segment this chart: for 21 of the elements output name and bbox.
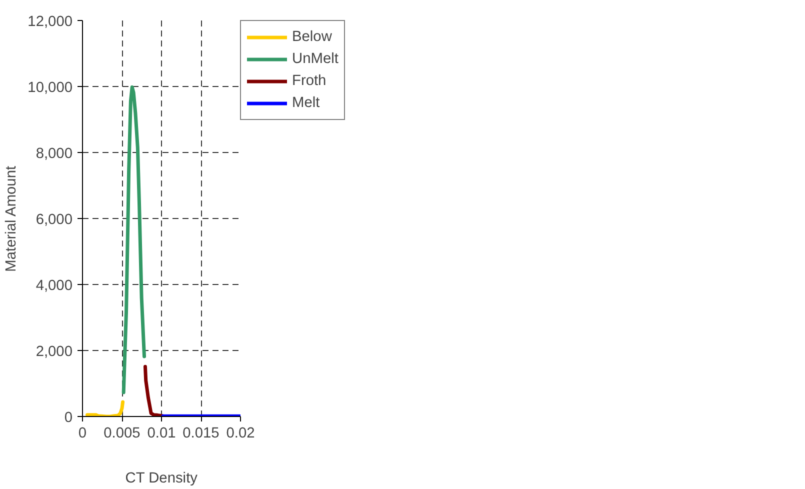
x-tick-label: 0.015 xyxy=(182,426,220,442)
x-tick-label: 0.02 xyxy=(226,426,255,442)
x-tick-label: 0 xyxy=(78,426,87,442)
y-tick-label: 4,000 xyxy=(36,278,73,294)
y-tick-label: 6,000 xyxy=(36,212,73,228)
y-tick-label: 12,000 xyxy=(28,14,72,30)
legend-label: Froth xyxy=(292,73,326,89)
line-series xyxy=(85,400,125,416)
legend-label: Melt xyxy=(292,95,320,111)
x-tick-label: 0.01 xyxy=(147,426,176,442)
y-tick-label: 2,000 xyxy=(36,344,73,360)
line-series xyxy=(143,364,164,416)
y-tick-label: 0 xyxy=(64,410,73,426)
x-axis-title: CT Density xyxy=(125,470,198,486)
y-tick-label: 10,000 xyxy=(28,80,72,96)
x-tick-label: 0.005 xyxy=(104,426,140,442)
y-tick-label: 8,000 xyxy=(36,146,73,162)
line-series xyxy=(122,85,146,394)
y-axis-title: Material Amount xyxy=(4,166,20,272)
legend-label: UnMelt xyxy=(292,51,338,67)
legend-label: Below xyxy=(292,29,332,45)
